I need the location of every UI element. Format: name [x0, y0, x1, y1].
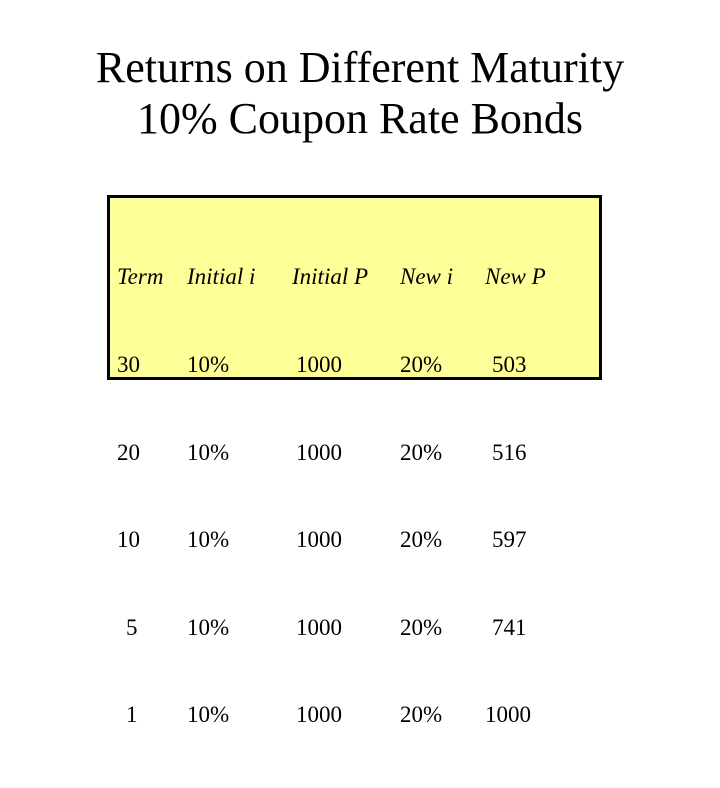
cell-new-p-row-5: 1000 — [485, 702, 531, 728]
header-new-p: New P — [485, 264, 546, 290]
cell-new-i-row-4: 20% — [400, 614, 443, 640]
header-new-i: New i — [400, 264, 454, 290]
bond-returns-table: Term 30 20 10 5 1 Initial i 10% 10% 10% … — [107, 195, 602, 727]
header-initial-i: Initial i — [187, 264, 256, 290]
header-term: Term — [117, 264, 164, 290]
cell-term-row-2: 20 — [117, 439, 140, 465]
cell-initial-i-row-5: 10% — [187, 702, 230, 728]
cell-initial-p-row-1: 1000 — [296, 352, 342, 378]
column-new-p: New P 503 516 597 741 1000 — [485, 204, 546, 788]
column-term: Term 30 20 10 5 1 — [117, 204, 163, 788]
cell-new-i-row-1: 20% — [400, 352, 443, 378]
header-initial-p: Initial P — [292, 264, 369, 290]
slide-title-line-1: Returns on Different Maturity — [95, 43, 625, 92]
cell-term-row-4: 5 — [126, 614, 138, 640]
column-initial-p: Initial P 1000 1000 1000 1000 1000 — [292, 204, 368, 788]
cell-initial-i-row-1: 10% — [187, 352, 230, 378]
cell-new-p-row-2: 516 — [492, 439, 527, 465]
cell-initial-p-row-5: 1000 — [296, 702, 342, 728]
cell-term-row-5: 1 — [126, 702, 138, 728]
slide-title: Returns on Different Maturity 10% Coupon… — [0, 42, 720, 144]
column-initial-i: Initial i 10% 10% 10% 10% 10% — [187, 204, 255, 788]
cell-initial-i-row-2: 10% — [187, 439, 230, 465]
cell-new-p-row-4: 741 — [492, 614, 527, 640]
cell-initial-p-row-2: 1000 — [296, 439, 342, 465]
column-new-i: New i 20% 20% 20% 20% 20% — [400, 204, 453, 788]
cell-new-i-row-2: 20% — [400, 439, 443, 465]
slide-title-line-2: 10% Coupon Rate Bonds — [136, 94, 584, 143]
cell-new-p-row-1: 503 — [492, 352, 527, 378]
cell-new-i-row-5: 20% — [400, 702, 443, 728]
cell-initial-p-row-4: 1000 — [296, 614, 342, 640]
cell-term-row-1: 30 — [117, 352, 140, 378]
cell-initial-i-row-4: 10% — [187, 614, 230, 640]
